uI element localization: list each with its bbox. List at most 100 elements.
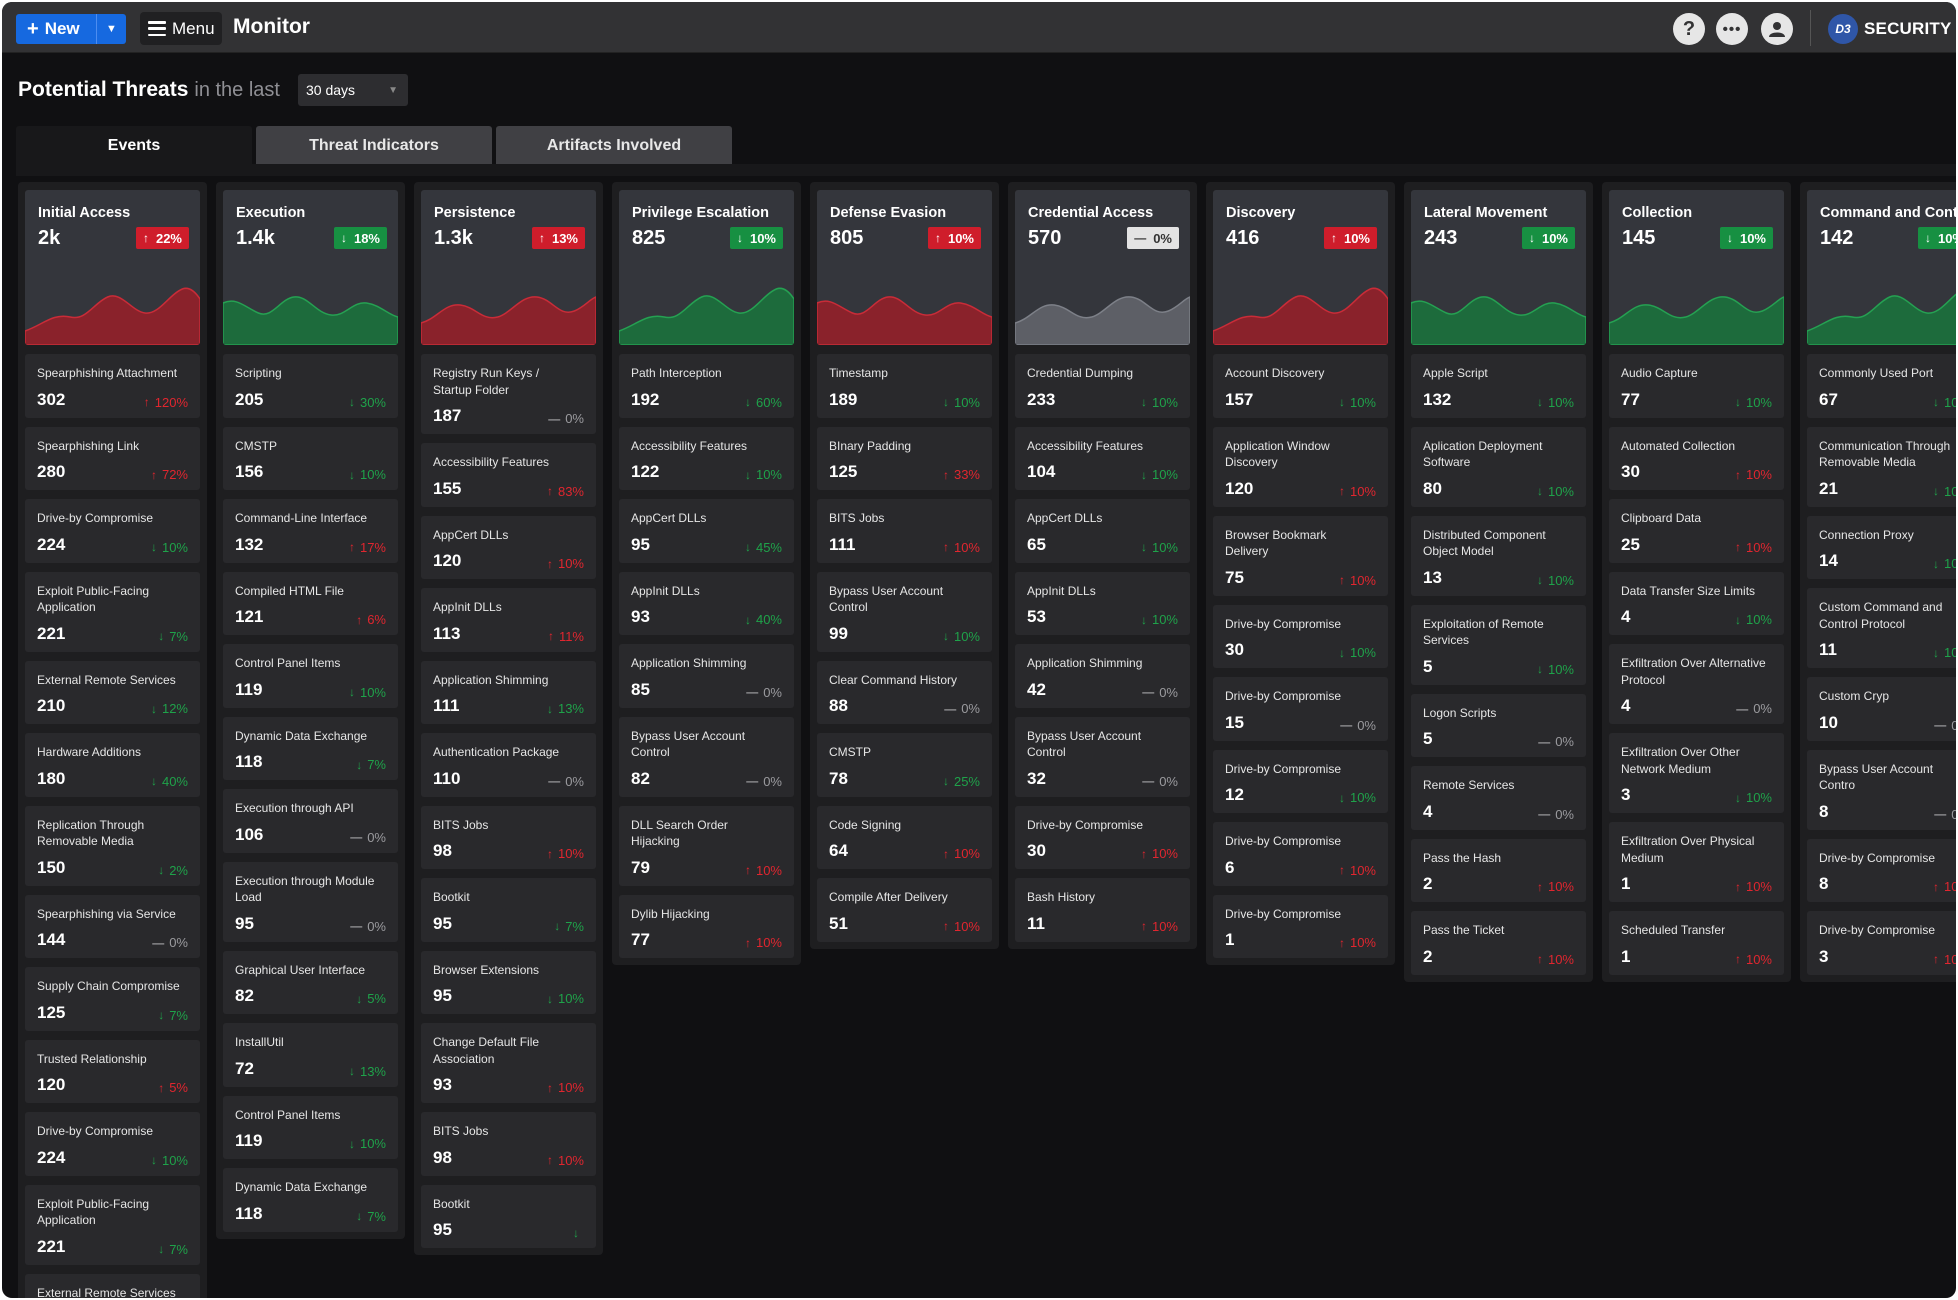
- tab-artifacts-involved[interactable]: Artifacts Involved: [496, 126, 732, 166]
- technique-card[interactable]: Change Default File Association 93 ↑ 10%: [421, 1023, 596, 1103]
- technique-card[interactable]: Drive-by Compromise 15 — 0%: [1213, 677, 1388, 741]
- technique-card[interactable]: Dynamic Data Exchange 118 ↓ 7%: [223, 1168, 398, 1232]
- technique-card[interactable]: Data Transfer Size Limits 4 ↓ 10%: [1609, 571, 1784, 635]
- technique-card[interactable]: Connection Proxy 14 ↓ 10%: [1807, 515, 1956, 579]
- technique-card[interactable]: Pass the Ticket 2 ↑ 10%: [1411, 911, 1586, 975]
- technique-card[interactable]: Control Panel Items 119 ↓ 10%: [223, 1095, 398, 1159]
- technique-card[interactable]: Spearphishing Attachment 302 ↑ 120%: [25, 354, 200, 418]
- technique-card[interactable]: CMSTP 78 ↓ 25%: [817, 733, 992, 797]
- help-icon[interactable]: ?: [1673, 13, 1705, 45]
- technique-card[interactable]: Browser Bookmark Delivery 75 ↑ 10%: [1213, 515, 1388, 596]
- technique-card[interactable]: Spearphishing via Service 144 — 0%: [25, 894, 200, 958]
- tactic-summary-card[interactable]: Collection 145 ↓ 10%: [1609, 190, 1784, 345]
- technique-card[interactable]: Application Shimming 42 — 0%: [1015, 644, 1190, 708]
- tactic-summary-card[interactable]: Lateral Movement 243 ↓ 10%: [1411, 190, 1586, 345]
- technique-card[interactable]: AppInit DLLs 53 ↓ 10%: [1015, 571, 1190, 635]
- tactic-summary-card[interactable]: Command and Contro 142 ↓ 10%: [1807, 190, 1956, 345]
- technique-card[interactable]: AppInit DLLs 93 ↓ 40%: [619, 571, 794, 635]
- tab-events[interactable]: Events: [16, 126, 252, 166]
- technique-card[interactable]: Bypass User Account Control 99 ↓ 10%: [817, 571, 992, 652]
- technique-card[interactable]: Pass the Hash 2 ↑ 10%: [1411, 838, 1586, 902]
- technique-card[interactable]: InstallUtil 72 ↓ 13%: [223, 1023, 398, 1087]
- technique-card[interactable]: Scheduled Transfer 1 ↑ 10%: [1609, 911, 1784, 975]
- chat-icon[interactable]: •••: [1716, 13, 1748, 45]
- technique-card[interactable]: Trusted Relationship 120 ↑ 5%: [25, 1039, 200, 1103]
- technique-card[interactable]: DLL Search Order Hijacking 79 ↑ 10%: [619, 805, 794, 886]
- technique-card[interactable]: Automated Collection 30 ↑ 10%: [1609, 426, 1784, 490]
- user-avatar-icon[interactable]: [1761, 13, 1793, 45]
- new-dropdown-button[interactable]: ▼: [96, 14, 126, 44]
- technique-card[interactable]: Code Signing 64 ↑ 10%: [817, 805, 992, 869]
- technique-card[interactable]: AppCert DLLs 95 ↓ 45%: [619, 499, 794, 563]
- technique-card[interactable]: Exploit Public-Facing Application 221 ↓ 7%: [25, 1184, 200, 1265]
- technique-card[interactable]: Bypass User Account Control 82 — 0%: [619, 716, 794, 797]
- tactic-summary-card[interactable]: Credential Access 570 — 0%: [1015, 190, 1190, 345]
- technique-card[interactable]: Path Interception 192 ↓ 60%: [619, 354, 794, 418]
- technique-card[interactable]: Credential Dumping 233 ↓ 10%: [1015, 354, 1190, 418]
- technique-card[interactable]: Drive-by Compromise 12 ↓ 10%: [1213, 749, 1388, 813]
- tactic-summary-card[interactable]: Privilege Escalation 825 ↓ 10%: [619, 190, 794, 345]
- technique-card[interactable]: Drive-by Compromise 6 ↑ 10%: [1213, 822, 1388, 886]
- technique-card[interactable]: Bootkit 95 ↓ 7%: [421, 878, 596, 942]
- technique-card[interactable]: Custom Command and Control Protocol 11 ↓ 10…: [1807, 588, 1956, 668]
- technique-card[interactable]: Command-Line Interface 132 ↑ 17%: [223, 499, 398, 563]
- technique-card[interactable]: Accessibility Features 104 ↓ 10%: [1015, 426, 1190, 490]
- menu-button[interactable]: Menu: [140, 12, 222, 45]
- technique-card[interactable]: Registry Run Keys / Startup Folder 187 — 0%: [421, 354, 596, 434]
- technique-card[interactable]: Dynamic Data Exchange 118 ↓ 7%: [223, 716, 398, 780]
- technique-card[interactable]: AppCert DLLs 120 ↑ 10%: [421, 515, 596, 579]
- technique-card[interactable]: Bypass User Account Contro 8 — 0%: [1807, 749, 1956, 830]
- technique-card[interactable]: Distributed Component Object Model 13 ↓ 10%: [1411, 515, 1586, 596]
- technique-card[interactable]: Exfiltration Over Alternative Protocol 4 —…: [1609, 644, 1784, 724]
- technique-card[interactable]: Aplication Deployment Software 80 ↓ 10%: [1411, 426, 1586, 507]
- tactic-summary-card[interactable]: Discovery 416 ↑ 10%: [1213, 190, 1388, 345]
- technique-card[interactable]: Drive-by Compromise 3 ↑ 10%: [1807, 911, 1956, 975]
- technique-card[interactable]: Apple Script 132 ↓ 10%: [1411, 354, 1586, 418]
- technique-card[interactable]: Accessibility Features 122 ↓ 10%: [619, 426, 794, 490]
- technique-card[interactable]: Execution through Module Load 95 — 0%: [223, 861, 398, 942]
- technique-card[interactable]: Bootkit 95 ↓: [421, 1184, 596, 1248]
- technique-card[interactable]: Spearphishing Link 280 ↑ 72%: [25, 426, 200, 490]
- technique-card[interactable]: Scripting 205 ↓ 30%: [223, 354, 398, 418]
- technique-card[interactable]: AppCert DLLs 65 ↓ 10%: [1015, 499, 1190, 563]
- technique-card[interactable]: Clear Command History 88 — 0%: [817, 660, 992, 724]
- technique-card[interactable]: Commonly Used Port 67 ↓ 10%: [1807, 354, 1956, 418]
- technique-card[interactable]: Application Shimming 85 — 0%: [619, 644, 794, 708]
- technique-card[interactable]: Exploitation of Remote Services 5 ↓ 10%: [1411, 604, 1586, 685]
- technique-card[interactable]: Compiled HTML File 121 ↑ 6%: [223, 571, 398, 635]
- technique-card[interactable]: Drive-by Compromise 224 ↓ 10%: [25, 1112, 200, 1176]
- technique-card[interactable]: Dylib Hijacking 77 ↑ 10%: [619, 894, 794, 958]
- tactic-summary-card[interactable]: Initial Access 2k ↑ 22%: [25, 190, 200, 345]
- technique-card[interactable]: BITS Jobs 111 ↑ 10%: [817, 499, 992, 563]
- technique-card[interactable]: Drive-by Compromise 30 ↑ 10%: [1015, 805, 1190, 869]
- technique-card[interactable]: BITS Jobs 98 ↑ 10%: [421, 1112, 596, 1176]
- technique-card[interactable]: Execution through API 106 — 0%: [223, 789, 398, 853]
- technique-card[interactable]: Control Panel Items 119 ↓ 10%: [223, 644, 398, 708]
- technique-card[interactable]: Remote Services 4 — 0%: [1411, 766, 1586, 830]
- time-range-select[interactable]: 30 days ▼: [297, 74, 408, 106]
- technique-card[interactable]: Accessibility Features 155 ↑ 83%: [421, 443, 596, 507]
- technique-card[interactable]: Logon Scripts 5 — 0%: [1411, 693, 1586, 757]
- technique-card[interactable]: Bypass User Account Control 32 — 0%: [1015, 716, 1190, 797]
- technique-card[interactable]: Application Window Discovery 120 ↑ 10%: [1213, 426, 1388, 507]
- technique-card[interactable]: Timestamp 189 ↓ 10%: [817, 354, 992, 418]
- technique-card[interactable]: Exfiltration Over Physical Medium 1 ↑ 10%: [1609, 822, 1784, 902]
- technique-card[interactable]: BITS Jobs 98 ↑ 10%: [421, 805, 596, 869]
- technique-card[interactable]: CMSTP 156 ↓ 10%: [223, 426, 398, 490]
- technique-card[interactable]: Audio Capture 77 ↓ 10%: [1609, 354, 1784, 418]
- technique-card[interactable]: Drive-by Compromise 1 ↑ 10%: [1213, 894, 1388, 958]
- technique-card[interactable]: Communication Through Removable Media 21 ↓…: [1807, 426, 1956, 507]
- new-button[interactable]: + New: [16, 14, 96, 44]
- technique-card[interactable]: Drive-by Compromise 8 ↑ 10%: [1807, 838, 1956, 902]
- technique-card[interactable]: BInary Padding 125 ↑ 33%: [817, 426, 992, 490]
- technique-card[interactable]: Replication Through Removable Media 150 ↓ 2…: [25, 805, 200, 886]
- technique-card[interactable]: Graphical User Interface 82 ↓ 5%: [223, 950, 398, 1014]
- tactic-summary-card[interactable]: Execution 1.4k ↓ 18%: [223, 190, 398, 345]
- technique-card[interactable]: Custom Cryp 10 — 0%: [1807, 677, 1956, 741]
- tactic-summary-card[interactable]: Persistence 1.3k ↑ 13%: [421, 190, 596, 345]
- technique-card[interactable]: Browser Extensions 95 ↓ 10%: [421, 950, 596, 1014]
- technique-card[interactable]: Compile After Delivery 51 ↑ 10%: [817, 878, 992, 942]
- technique-card[interactable]: Bash History 11 ↑ 10%: [1015, 878, 1190, 942]
